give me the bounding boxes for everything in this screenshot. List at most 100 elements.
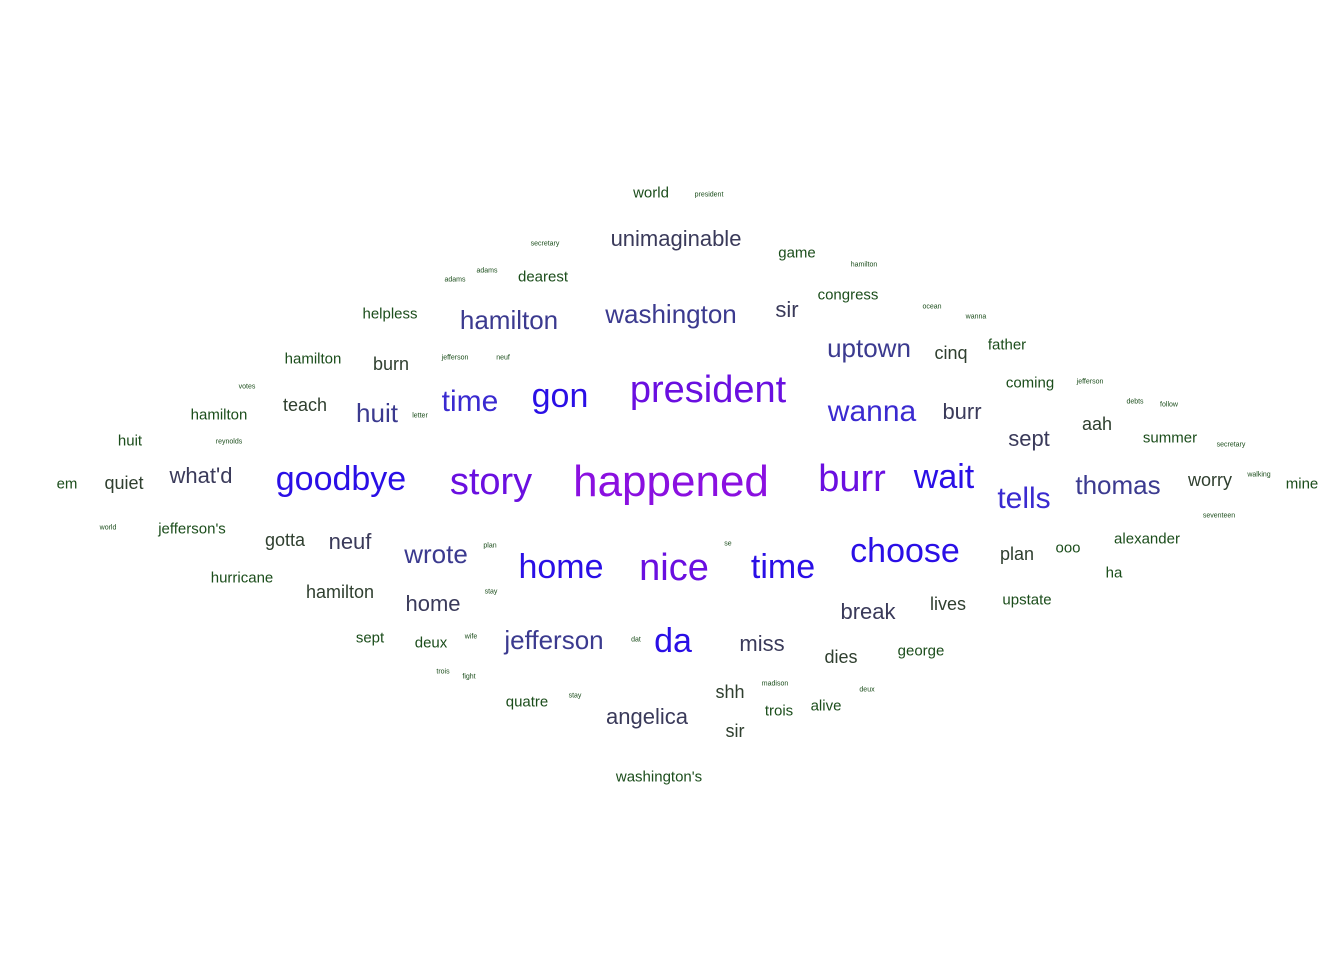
word-hamilton: hamilton: [305, 582, 375, 602]
word-alive: alive: [810, 697, 842, 715]
word-debts: debts: [1126, 398, 1144, 406]
word-hamilton: hamilton: [190, 406, 248, 424]
word-world: world: [633, 184, 669, 202]
word-trois: trois: [436, 668, 450, 676]
word-teach: teach: [282, 395, 328, 415]
word-burn: burn: [372, 354, 410, 374]
word-sept: sept: [355, 629, 385, 647]
word-hurricane: hurricane: [210, 569, 274, 587]
word-da: da: [654, 622, 692, 660]
word-huit: huit: [356, 398, 398, 428]
word-nice: nice: [639, 547, 709, 589]
word-adams: adams: [444, 276, 466, 284]
word-neuf: neuf: [496, 354, 510, 362]
word-george: george: [897, 642, 945, 660]
word-choose: choose: [850, 532, 960, 570]
word-unimaginable: unimaginable: [610, 226, 742, 251]
word-sept: sept: [1008, 426, 1050, 451]
word-cinq: cinq: [934, 343, 968, 363]
word-home: home: [405, 591, 461, 616]
word-hamilton: hamilton: [284, 350, 342, 368]
word-secretary: secretary: [1216, 441, 1246, 449]
word-madison: madison: [761, 680, 789, 688]
word-seventeen: seventeen: [1202, 512, 1236, 520]
word-miss: miss: [739, 631, 785, 656]
word-gotta: gotta: [264, 530, 306, 550]
word-quiet: quiet: [104, 473, 144, 493]
word-wrote: wrote: [404, 539, 468, 569]
word-uptown: uptown: [827, 333, 911, 363]
word-quatre: quatre: [505, 693, 549, 711]
word-plan: plan: [483, 542, 497, 550]
word-shh: shh: [715, 682, 745, 702]
word-helpless: helpless: [362, 305, 418, 323]
word-huit: huit: [117, 432, 143, 450]
word-sir: sir: [775, 297, 799, 322]
word-angelica: angelica: [606, 704, 688, 729]
word-wife: wife: [464, 633, 478, 641]
word-happened: happened: [573, 457, 769, 506]
word-adams: adams: [476, 267, 498, 275]
word-goodbye: goodbye: [275, 460, 407, 498]
word-jefferson: jefferson: [504, 625, 604, 655]
word-follow: follow: [1160, 401, 1178, 409]
word-president: president: [629, 369, 787, 411]
word-washington-s: washington's: [615, 768, 703, 786]
word-secretary: secretary: [530, 240, 560, 248]
word-world: world: [99, 524, 117, 532]
word-washington: washington: [605, 299, 737, 329]
word-fight: fight: [462, 673, 476, 681]
word-dat: dat: [631, 636, 641, 644]
word-stay: stay: [568, 692, 582, 700]
word-time: time: [750, 548, 816, 586]
word-burr: burr: [818, 458, 886, 500]
word-se: se: [724, 540, 732, 548]
word-what-d: what'd: [169, 463, 233, 488]
word-home: home: [518, 548, 604, 586]
word-jefferson: jefferson: [1076, 378, 1104, 386]
word-letter: letter: [412, 412, 428, 420]
word-neuf: neuf: [328, 529, 372, 554]
word-game: game: [778, 244, 816, 262]
word-reynolds: reynolds: [215, 438, 243, 446]
word-wanna: wanna: [965, 313, 987, 321]
word-president: president: [694, 191, 724, 199]
word-break: break: [840, 599, 896, 624]
word-burr: burr: [942, 399, 982, 424]
word-votes: votes: [238, 383, 256, 391]
word-wanna: wanna: [827, 395, 917, 428]
word-mine: mine: [1285, 475, 1319, 493]
word-gon: gon: [531, 377, 589, 415]
word-dies: dies: [824, 647, 858, 667]
word-plan: plan: [999, 544, 1035, 564]
word-worry: worry: [1188, 470, 1232, 490]
word-deux: deux: [859, 686, 875, 694]
word-father: father: [987, 336, 1027, 354]
word-thomas: thomas: [1075, 470, 1161, 500]
word-ocean: ocean: [922, 303, 942, 311]
word-jefferson-s: jefferson's: [158, 520, 226, 538]
word-walking: walking: [1247, 471, 1271, 479]
word-hamilton: hamilton: [850, 261, 878, 269]
word-ha: ha: [1105, 564, 1123, 582]
word-trois: trois: [764, 702, 794, 720]
word-em: em: [56, 475, 78, 493]
word-lives: lives: [929, 594, 967, 614]
word-wait: wait: [913, 458, 975, 496]
word-sir: sir: [725, 721, 745, 741]
word-story: story: [449, 461, 533, 503]
word-coming: coming: [1005, 374, 1055, 392]
word-upstate: upstate: [1002, 591, 1052, 609]
word-time: time: [441, 385, 499, 418]
word-ooo: ooo: [1055, 539, 1081, 557]
word-dearest: dearest: [517, 268, 569, 286]
word-stay: stay: [484, 588, 498, 596]
word-deux: deux: [414, 634, 448, 652]
word-aah: aah: [1081, 414, 1113, 434]
word-hamilton: hamilton: [459, 305, 559, 335]
word-alexander: alexander: [1114, 530, 1180, 548]
word-summer: summer: [1142, 429, 1198, 447]
word-congress: congress: [817, 286, 879, 304]
word-jefferson: jefferson: [441, 354, 469, 362]
word-tells: tells: [997, 482, 1051, 515]
